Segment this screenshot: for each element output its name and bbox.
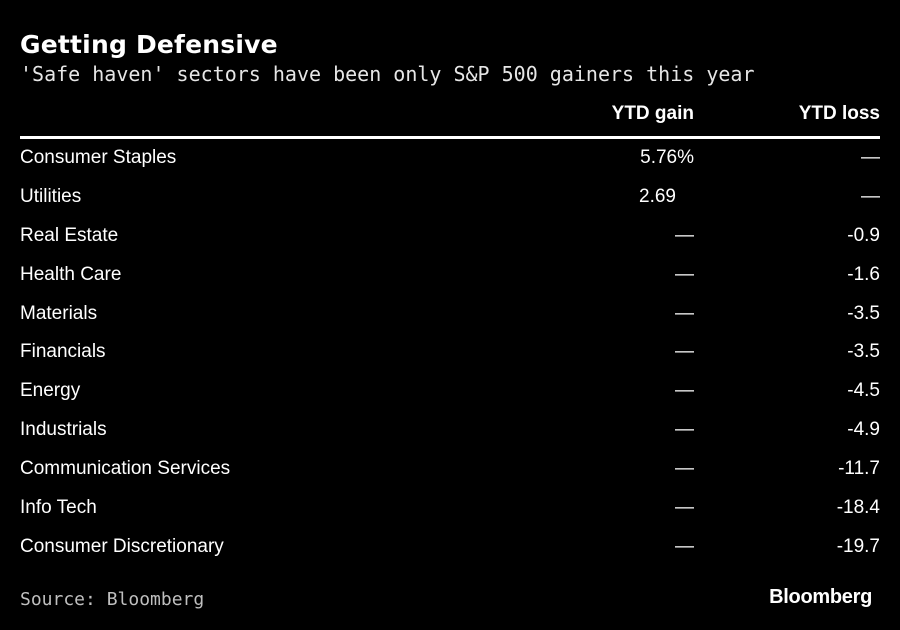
table-header: YTD gain YTD loss: [20, 103, 880, 129]
ytd-loss-value: -18.4: [836, 497, 880, 519]
sector-name: Communication Services: [20, 458, 231, 480]
ytd-gain-value: —: [675, 302, 694, 324]
ytd-gain-value: —: [675, 263, 694, 285]
bloomberg-logo: Bloomberg: [769, 586, 872, 608]
ytd-loss-value: -4.5: [847, 380, 880, 402]
ytd-gain-value: —: [675, 341, 694, 363]
sector-name: Health Care: [20, 263, 122, 285]
ytd-loss-value: —: [861, 147, 880, 168]
ytd-gain-value: —: [675, 224, 694, 246]
ytd-gain-value: —: [675, 419, 694, 441]
sector-name: Consumer Staples: [20, 147, 177, 168]
sector-name: Energy: [20, 380, 81, 402]
sector-name: Real Estate: [20, 224, 119, 246]
header-divider: [20, 136, 880, 139]
table-row: Health Care — -1.6: [20, 261, 880, 300]
sector-name: Industrials: [20, 419, 107, 441]
source-note: Source: Bloomberg: [20, 589, 205, 610]
table-row: Financials — -3.5: [20, 338, 880, 377]
ytd-gain-value: 5.76%: [640, 147, 694, 168]
sector-name: Materials: [20, 302, 98, 324]
table-row: Industrials — -4.9: [20, 416, 880, 455]
ytd-loss-value: -3.5: [847, 302, 880, 324]
ytd-gain-value: 2.69: [639, 185, 676, 207]
table-row: Real Estate — -0.9: [20, 222, 880, 261]
table-row: Consumer Discretionary — -19.7: [20, 533, 880, 572]
ytd-loss-value: -3.5: [847, 341, 880, 363]
table-row: Communication Services — -11.7: [20, 455, 880, 494]
sector-name: Utilities: [20, 185, 82, 207]
table-row: Materials — -3.5: [20, 300, 880, 339]
ytd-gain-value: —: [675, 458, 694, 480]
sector-name: Financials: [20, 341, 106, 363]
ytd-gain-value: —: [675, 535, 694, 557]
ytd-loss-value: -4.9: [847, 419, 880, 441]
ytd-loss-value: -1.6: [847, 263, 880, 285]
chart-title: Getting Defensive: [20, 30, 278, 59]
ytd-loss-value: -0.9: [847, 224, 880, 246]
ytd-loss-value: -19.7: [836, 535, 880, 557]
table-row: Info Tech — -18.4: [20, 494, 880, 533]
table-row: Energy — -4.5: [20, 377, 880, 416]
ytd-gain-value: —: [675, 497, 694, 519]
sector-name: Info Tech: [20, 497, 97, 519]
ytd-loss-value: -11.7: [838, 458, 880, 480]
ytd-gain-value: —: [675, 380, 694, 402]
chart-subtitle: 'Safe haven' sectors have been only S&P …: [20, 62, 755, 86]
sector-name: Consumer Discretionary: [20, 535, 224, 557]
table-row: Utilities 2.69 —: [20, 183, 880, 222]
ytd-loss-value: —: [861, 185, 880, 207]
column-header-ytd-gain: YTD gain: [611, 103, 694, 124]
column-header-ytd-loss: YTD loss: [798, 103, 880, 124]
table-row: Consumer Staples 5.76% —: [20, 144, 880, 183]
table-body: Consumer Staples 5.76% — Utilities 2.69— Real…: [20, 144, 880, 572]
